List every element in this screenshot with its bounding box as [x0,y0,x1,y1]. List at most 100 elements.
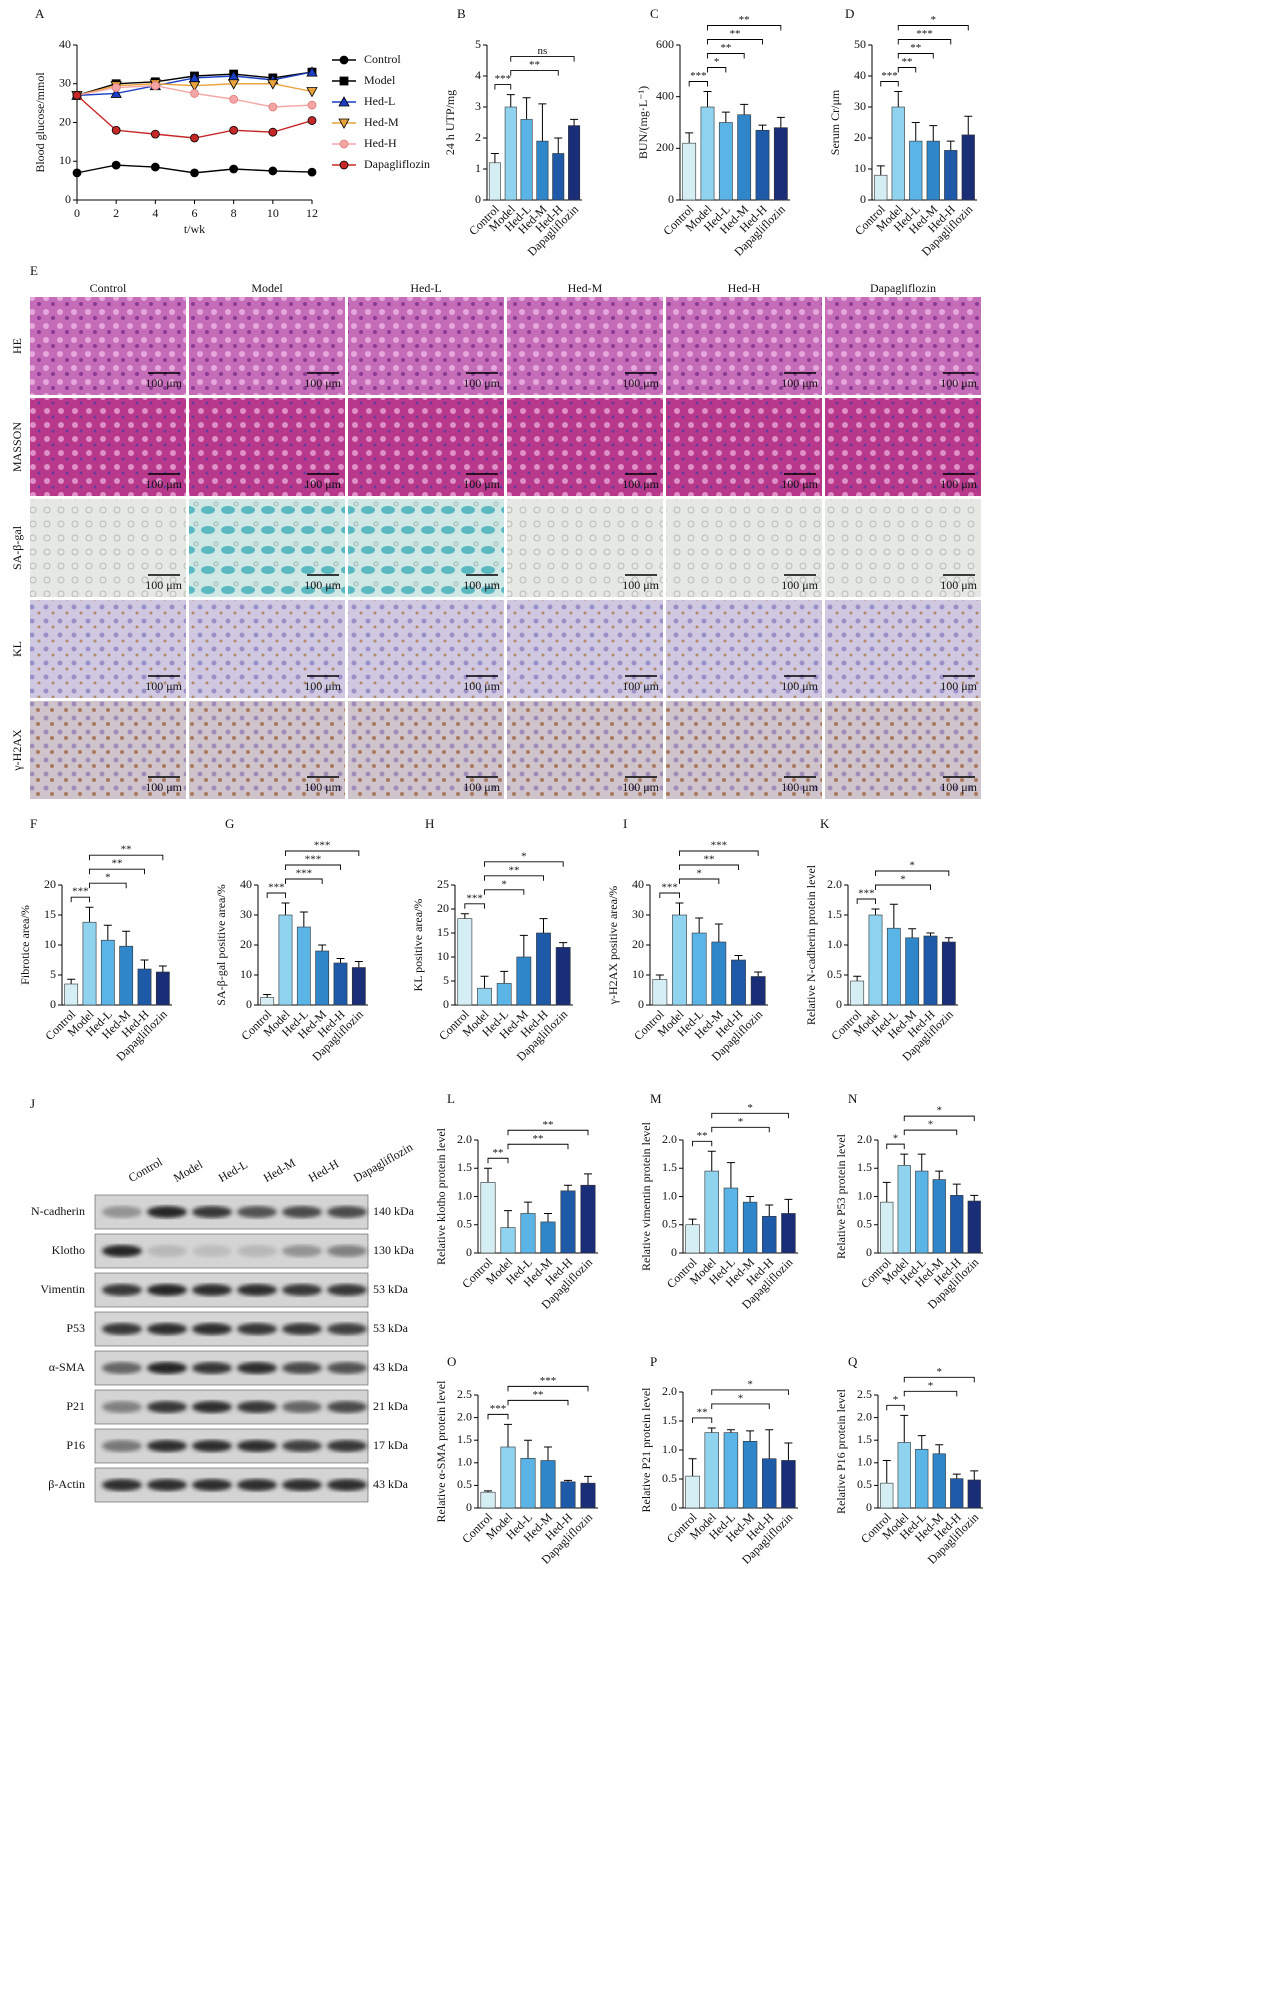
bar [685,1475,700,1509]
point [268,127,278,137]
error-bar [299,911,308,927]
significance-bracket [510,56,575,62]
lane-label: Model [171,1157,206,1185]
bar [560,1190,576,1254]
row-label: SA-β-gal [10,525,24,570]
error-bar [506,94,515,107]
y-tick-label: 0 [866,1500,872,1514]
point [190,89,199,98]
error-bar [158,965,167,972]
bar [932,1453,946,1509]
y-tick-label: 40 [854,68,866,82]
column-header: Dapagliflozin [870,281,936,295]
y-axis-label: SA-β-gal positive area/% [214,884,228,1005]
error-bar [519,934,528,957]
y-tick-label: 0 [475,192,481,206]
panel-letter: M [650,1091,662,1106]
bar [723,1187,739,1254]
significance-bracket [510,70,559,76]
significance-label: * [501,878,507,890]
y-tick-label: 4 [475,68,481,82]
significance-label: * [521,850,527,862]
error-bar [871,908,880,915]
blot-band [192,1245,232,1257]
significance-label: * [738,1392,744,1404]
panel-letter: P [650,1354,657,1369]
significance-bracket [692,1140,713,1147]
micrograph [507,398,663,496]
column-header: Model [251,281,283,295]
y-axis-label: Relative P21 protein level [639,1387,653,1513]
band-size: 53 kDa [373,1282,409,1296]
error-bar [714,923,723,942]
y-tick-label: 0 [866,1245,872,1259]
scale-bar-label: 100 μm [781,477,818,491]
blot-band [282,1323,322,1335]
blot-band [102,1323,142,1335]
y-tick-label: 2.5 [457,1387,472,1401]
point [111,160,121,170]
significance-bracket [70,896,90,903]
y-tick-label: 5 [475,37,481,51]
micrograph [507,600,663,698]
bar [731,959,746,1006]
bar [773,127,788,201]
bar [296,926,311,1006]
panel-letter: E [30,263,38,278]
error-bar [584,1173,592,1186]
band-protein: P21 [66,1399,85,1413]
error-bar [889,903,898,929]
error-bar [952,1473,961,1479]
scale-bar-label: 100 μm [781,376,818,390]
significance-label: ** [533,1389,544,1401]
bar [691,932,707,1006]
micrograph [189,499,345,597]
x-tick-label: 2 [113,206,119,220]
y-tick-label: 10 [59,153,71,167]
error-bar [544,1212,552,1222]
scale-bar-label: 100 μm [304,376,341,390]
bar [536,140,549,201]
y-tick-label: 0.5 [857,1477,872,1491]
significance-bracket [679,864,739,870]
y-axis-label: Relative P53 protein level [834,1133,848,1259]
panel-letter: D [845,6,854,21]
y-tick-label: 5 [443,973,449,987]
error-bar [695,917,704,933]
error-bar [707,1150,716,1172]
blot-band [147,1206,187,1218]
y-tick-label: 2.0 [662,1384,677,1398]
bar [333,962,348,1006]
y-tick-label: 1.5 [857,1160,872,1174]
bar [520,1457,536,1509]
micrograph [30,701,186,799]
y-tick-label: 20 [437,901,449,915]
micrograph [825,499,981,597]
scale-bar-label: 100 μm [622,376,659,390]
panel-letter: H [425,816,434,831]
y-tick-label: 40 [632,877,644,891]
error-bar [584,1475,592,1484]
blot-band [327,1206,367,1218]
lane-label: Hed-H [306,1156,342,1185]
y-tick-label: 50 [854,37,866,51]
point [150,129,160,139]
micrograph [507,297,663,395]
micrograph [666,600,822,698]
y-tick-label: 30 [854,99,866,113]
bar [737,114,752,201]
band-protein: α-SMA [49,1360,86,1374]
significance-label: * [900,874,906,886]
scale-bar-label: 100 μm [622,578,659,592]
blot-band [102,1362,142,1374]
significance-label: * [105,872,111,884]
significance-bracket [484,875,544,881]
significance-bracket [484,861,564,867]
error-bar [894,91,903,107]
panel-letter: N [848,1091,858,1106]
scale-bar-label: 100 μm [145,780,182,794]
bar [278,914,293,1006]
lane-label: Hed-L [216,1157,250,1185]
bar [850,980,865,1006]
significance-bracket [285,878,323,884]
